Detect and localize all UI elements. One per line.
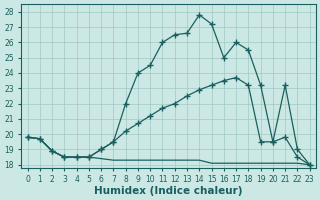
X-axis label: Humidex (Indice chaleur): Humidex (Indice chaleur) <box>94 186 243 196</box>
